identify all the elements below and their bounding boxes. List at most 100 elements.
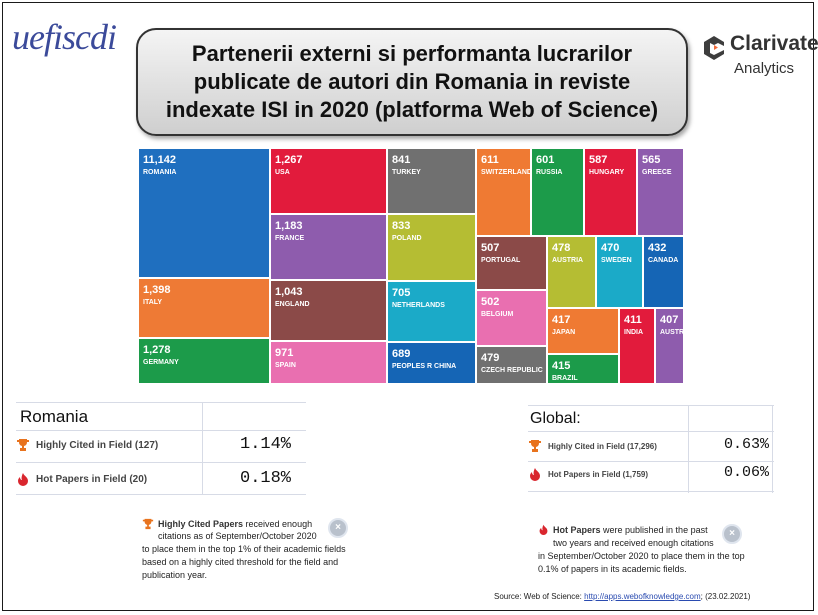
tile-country: SPAIN [275, 362, 296, 369]
flame-icon [18, 473, 28, 486]
note-right-line2: two years and received enough citations [553, 538, 714, 548]
tile-value: 611 [481, 154, 499, 166]
tile-value: 587 [589, 154, 608, 166]
trophy-icon [529, 440, 541, 452]
note-left-line1: received enough [243, 519, 313, 529]
treemap-tile-peoples-r-china: 689 PEOPLES R CHINA [387, 342, 476, 384]
trophy-icon [142, 518, 154, 530]
uefiscdi-logo: uefiscdi [12, 17, 117, 57]
tile-country: BRAZIL [552, 375, 578, 382]
tile-country: INDIA [624, 329, 644, 336]
note-left-line5: publication year. [142, 570, 208, 580]
note-left-line2: citations as of September/October 2020 [158, 531, 317, 541]
romania-hot-papers-pct: 0.18% [240, 469, 292, 488]
tile-country: RUSSIA [536, 169, 563, 176]
treemap-tile-austria: 478 AUSTRIA [547, 236, 596, 308]
tile-country: ROMANIA [143, 169, 177, 176]
tile-value: 705 [392, 287, 411, 299]
note-right-line1: were published in the past [600, 525, 708, 535]
tile-country: GERMANY [143, 359, 179, 366]
tile-value: 1,398 [143, 284, 171, 296]
global-header: Global: [530, 410, 581, 427]
tile-value: 1,267 [275, 154, 303, 166]
source-prefix: Source: Web of Science: [494, 592, 585, 601]
global-stats: Global: Highly Cited in Field (17,296) 0… [528, 405, 774, 493]
title-box: Partenerii externi si performanta lucrar… [136, 28, 688, 136]
tile-value: 841 [392, 154, 411, 166]
page-title: Partenerii externi si performanta lucrar… [165, 41, 659, 122]
treemap-tile-netherlands: 705 NETHERLANDS [387, 281, 476, 342]
romania-hot-papers-label: Hot Papers in Field (20) [36, 473, 148, 485]
treemap-tile-sweden: 470 SWEDEN [596, 236, 643, 308]
treemap-tile-portugal: 507 PORTUGAL [476, 236, 547, 290]
tile-value: 1,043 [275, 286, 303, 298]
tile-country: SWITZERLAND [481, 169, 531, 176]
tile-value: 507 [481, 242, 500, 254]
tile-value: 971 [275, 347, 294, 359]
tile-value: 1,183 [275, 220, 303, 232]
brand-name: Clarivate [730, 32, 818, 55]
flame-icon [530, 468, 540, 481]
global-highly-cited-label: Highly Cited in Field (17,296) [548, 441, 657, 451]
treemap-tile-france: 1,183 FRANCE [270, 214, 387, 280]
romania-header: Romania [20, 407, 89, 426]
tile-country: USA [275, 169, 290, 176]
tile-value: 415 [552, 360, 571, 372]
tile-value: 502 [481, 296, 500, 308]
tile-country: HUNGARY [589, 169, 625, 176]
note-left-line3: to place them in the top 1% of their aca… [142, 544, 346, 554]
close-icon[interactable]: × [722, 524, 742, 544]
tile-value: 407 [660, 314, 679, 326]
tile-country: FRANCE [275, 235, 305, 242]
flame-icon [539, 524, 548, 535]
clarivate-mark-icon [704, 36, 724, 60]
tile-country: AUSTRIA [552, 257, 584, 264]
treemap-tile-greece: 565 GREECE [637, 148, 684, 236]
treemap-tile-canada: 432 CANADA [643, 236, 684, 308]
tile-value: 470 [601, 242, 620, 254]
close-icon[interactable]: × [328, 518, 348, 538]
treemap-tile-brazil: 415 BRAZIL [547, 354, 619, 384]
source-link[interactable]: http://apps.webofknowledge.com [584, 592, 701, 601]
tile-country: SWEDEN [601, 257, 632, 264]
treemap-tile-usa: 1,267 USA [270, 148, 387, 214]
tile-country: CZECH REPUBLIC [481, 367, 543, 374]
tile-country: PORTUGAL [481, 257, 521, 264]
treemap-tile-japan: 417 JAPAN [547, 308, 619, 354]
tile-value: 689 [392, 348, 411, 360]
treemap-tile-switzerland: 611 SWITZERLAND [476, 148, 531, 236]
tile-value: 417 [552, 314, 571, 326]
tile-country: JAPAN [552, 329, 576, 336]
country-treemap: 11,142 ROMANIA 1,398 ITALY 1,278 GERMANY 1,267… [138, 148, 684, 384]
tile-country: ENGLAND [275, 301, 310, 308]
tile-value: 411 [624, 314, 642, 326]
source-suffix: ; (23.02.2021) [700, 592, 751, 601]
note-left-line4: based on a highly cited threshold for th… [142, 557, 339, 567]
romania-stats: Romania Highly Cited in Field (127) 1.14… [16, 402, 306, 495]
tile-value: 11,142 [143, 154, 177, 166]
tile-value: 432 [648, 242, 667, 254]
tile-country: NETHERLANDS [392, 302, 445, 309]
global-hot-papers-pct: 0.06% [724, 464, 770, 481]
treemap-tile-spain: 971 SPAIN [270, 341, 387, 384]
treemap-tile-russia: 601 RUSSIA [531, 148, 584, 236]
treemap-tile-india: 411 INDIA [619, 308, 655, 384]
tile-value: 479 [481, 352, 500, 364]
tile-country: POLAND [392, 235, 422, 242]
romania-hot-papers-row: Hot Papers in Field (20) 0.18% [16, 469, 306, 488]
treemap-tile-poland: 833 POLAND [387, 214, 476, 281]
tile-country: PEOPLES R CHINA [392, 363, 457, 370]
tile-value: 833 [392, 220, 411, 232]
tile-value: 601 [536, 154, 555, 166]
treemap-tile-australia: 407 AUSTRALIA [655, 308, 684, 384]
trophy-icon [17, 439, 29, 451]
global-hot-papers-row: Hot Papers in Field (1,759) 0.06% [528, 464, 774, 481]
tile-country: TURKEY [392, 169, 421, 176]
treemap-tile-romania: 11,142 ROMANIA [138, 148, 270, 278]
tile-country: BELGIUM [481, 311, 514, 318]
note-right-line3: in September/October 2020 to place them … [538, 551, 745, 561]
tile-country: AUSTRALIA [660, 329, 684, 336]
treemap-tile-england: 1,043 ENGLAND [270, 280, 387, 341]
romania-highly-cited-row: Highly Cited in Field (127) 1.14% [16, 435, 306, 454]
